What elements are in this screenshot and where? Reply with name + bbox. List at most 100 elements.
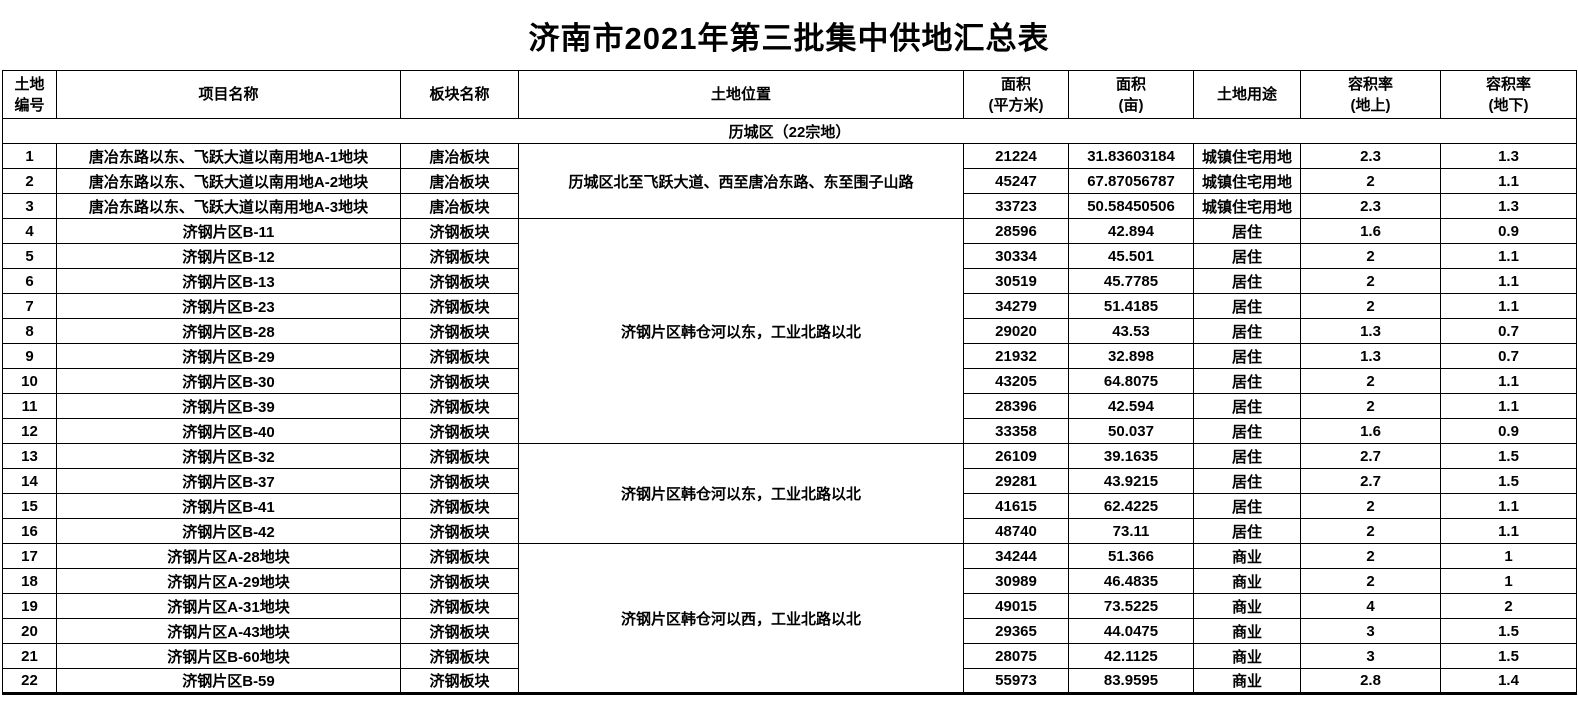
col-header-land-use: 土地用途: [1193, 70, 1301, 119]
cell-area-sqm: 30519: [963, 268, 1069, 294]
cell-project-name: 济钢片区A-28地块: [56, 543, 401, 569]
cell-project-name: 济钢片区B-30: [56, 368, 401, 394]
col-header-project-name: 项目名称: [56, 70, 401, 119]
cell-far-below: 1.1: [1440, 493, 1577, 519]
cell-area-sqm: 21932: [963, 343, 1069, 369]
table-row: 4 济钢片区B-11 济钢板块 济钢片区韩仓河以东，工业北路以北 28596 42.894…: [2, 218, 1577, 444]
cell-land-use: 居住: [1193, 268, 1301, 294]
cell-land-id: 14: [2, 468, 57, 494]
cell-area-mu: 67.87056787: [1068, 168, 1194, 194]
cell-area-mu: 45.501: [1068, 243, 1194, 269]
cell-land-use: 商业: [1193, 543, 1301, 569]
cell-land-use: 居住: [1193, 218, 1301, 244]
cell-land-id: 20: [2, 618, 57, 644]
cell-area-sqm: 30334: [963, 243, 1069, 269]
cell-far-above: 2: [1300, 393, 1441, 419]
cell-area-sqm: 55973: [963, 668, 1069, 694]
cell-area-mu: 31.83603184: [1068, 143, 1194, 169]
header-row: 土地 编号 项目名称 板块名称 土地位置 面积 (平方米) 面积 (亩) 土地用途 容积率 (地上) 容…: [2, 70, 1577, 119]
cell-far-below: 0.7: [1440, 318, 1577, 344]
cell-land-id: 8: [2, 318, 57, 344]
cell-project-name: 济钢片区B-29: [56, 343, 401, 369]
cell-far-below: 1: [1440, 568, 1577, 594]
cell-land-use: 居住: [1193, 493, 1301, 519]
cell-land-id: 15: [2, 493, 57, 519]
cell-project-name: 济钢片区B-41: [56, 493, 401, 519]
cell-area-sqm: 28075: [963, 643, 1069, 669]
cell-project-name: 济钢片区B-39: [56, 393, 401, 419]
cell-block-name: 济钢板块: [400, 218, 519, 244]
cell-far-above: 1.3: [1300, 343, 1441, 369]
cell-far-below: 0.9: [1440, 418, 1577, 444]
cell-block-name: 济钢板块: [400, 618, 519, 644]
cell-block-name: 济钢板块: [400, 668, 519, 694]
table-row: 5 济钢片区B-12 济钢板块 30334 45.501 居住 2 1.1: [2, 243, 1577, 269]
cell-far-above: 2: [1300, 368, 1441, 394]
cell-area-sqm: 28596: [963, 218, 1069, 244]
cell-area-mu: 45.7785: [1068, 268, 1194, 294]
table-row: 12 济钢片区B-40 济钢板块 33358 50.037 居住 1.6 0.9: [2, 418, 1577, 444]
table-row: 14 济钢片区B-37 济钢板块 29281 43.9215 居住 2.7 1.5: [2, 468, 1577, 494]
cell-land-use: 商业: [1193, 643, 1301, 669]
cell-far-below: 1.5: [1440, 443, 1577, 469]
cell-land-use: 商业: [1193, 668, 1301, 694]
cell-far-below: 1.5: [1440, 618, 1577, 644]
cell-project-name: 济钢片区A-29地块: [56, 568, 401, 594]
cell-area-sqm: 41615: [963, 493, 1069, 519]
cell-area-mu: 32.898: [1068, 343, 1194, 369]
cell-project-name: 济钢片区B-40: [56, 418, 401, 444]
cell-far-above: 2: [1300, 543, 1441, 569]
cell-far-below: 2: [1440, 593, 1577, 619]
cell-area-mu: 43.53: [1068, 318, 1194, 344]
cell-land-id: 21: [2, 643, 57, 669]
cell-area-sqm: 34244: [963, 543, 1069, 569]
cell-area-mu: 43.9215: [1068, 468, 1194, 494]
cell-area-mu: 42.594: [1068, 393, 1194, 419]
col-header-far-below: 容积率 (地下): [1440, 70, 1577, 119]
table-row: 22 济钢片区B-59 济钢板块 55973 83.9595 商业 2.8 1.4: [2, 668, 1577, 694]
cell-project-name: 济钢片区A-43地块: [56, 618, 401, 644]
cell-area-sqm: 33358: [963, 418, 1069, 444]
table-row: 1 唐冶东路以东、飞跃大道以南用地A-1地块 唐冶板块 历城区北至飞跃大道、西至唐冶东…: [2, 143, 1577, 219]
cell-land-use: 商业: [1193, 593, 1301, 619]
cell-area-mu: 51.4185: [1068, 293, 1194, 319]
cell-far-below: 0.7: [1440, 343, 1577, 369]
cell-block-name: 济钢板块: [400, 368, 519, 394]
table-header: 土地 编号 项目名称 板块名称 土地位置 面积 (平方米) 面积 (亩) 土地用途 容积率 (地上) 容…: [2, 70, 1577, 119]
cell-far-below: 1.1: [1440, 393, 1577, 419]
cell-area-sqm: 49015: [963, 593, 1069, 619]
cell-project-name: 唐冶东路以东、飞跃大道以南用地A-2地块: [56, 168, 401, 194]
col-header-far-above: 容积率 (地上): [1300, 70, 1441, 119]
cell-block-name: 济钢板块: [400, 318, 519, 344]
cell-land-use: 城镇住宅用地: [1193, 168, 1301, 194]
cell-block-name: 济钢板块: [400, 518, 519, 544]
cell-area-mu: 44.0475: [1068, 618, 1194, 644]
cell-project-name: 济钢片区B-28: [56, 318, 401, 344]
cell-land-use: 城镇住宅用地: [1193, 193, 1301, 219]
cell-project-name: 济钢片区B-42: [56, 518, 401, 544]
cell-land-id: 17: [2, 543, 57, 569]
cell-far-below: 1: [1440, 543, 1577, 569]
cell-area-mu: 39.1635: [1068, 443, 1194, 469]
cell-area-sqm: 30989: [963, 568, 1069, 594]
cell-far-below: 1.3: [1440, 143, 1577, 169]
cell-land-location: 济钢片区韩仓河以东，工业北路以北: [518, 443, 964, 544]
cell-project-name: 济钢片区B-37: [56, 468, 401, 494]
cell-far-below: 1.1: [1440, 268, 1577, 294]
cell-area-sqm: 28396: [963, 393, 1069, 419]
cell-area-mu: 51.366: [1068, 543, 1194, 569]
col-header-land-id: 土地 编号: [2, 70, 57, 119]
cell-far-above: 2: [1300, 268, 1441, 294]
cell-area-mu: 73.11: [1068, 518, 1194, 544]
cell-far-below: 1.1: [1440, 368, 1577, 394]
cell-land-use: 居住: [1193, 443, 1301, 469]
cell-land-use: 居住: [1193, 318, 1301, 344]
col-header-area-sqm: 面积 (平方米): [963, 70, 1069, 119]
cell-land-id: 1: [2, 143, 57, 169]
cell-far-above: 2: [1300, 168, 1441, 194]
cell-far-below: 1.1: [1440, 168, 1577, 194]
cell-area-sqm: 48740: [963, 518, 1069, 544]
cell-land-id: 2: [2, 168, 57, 194]
cell-far-above: 4: [1300, 593, 1441, 619]
